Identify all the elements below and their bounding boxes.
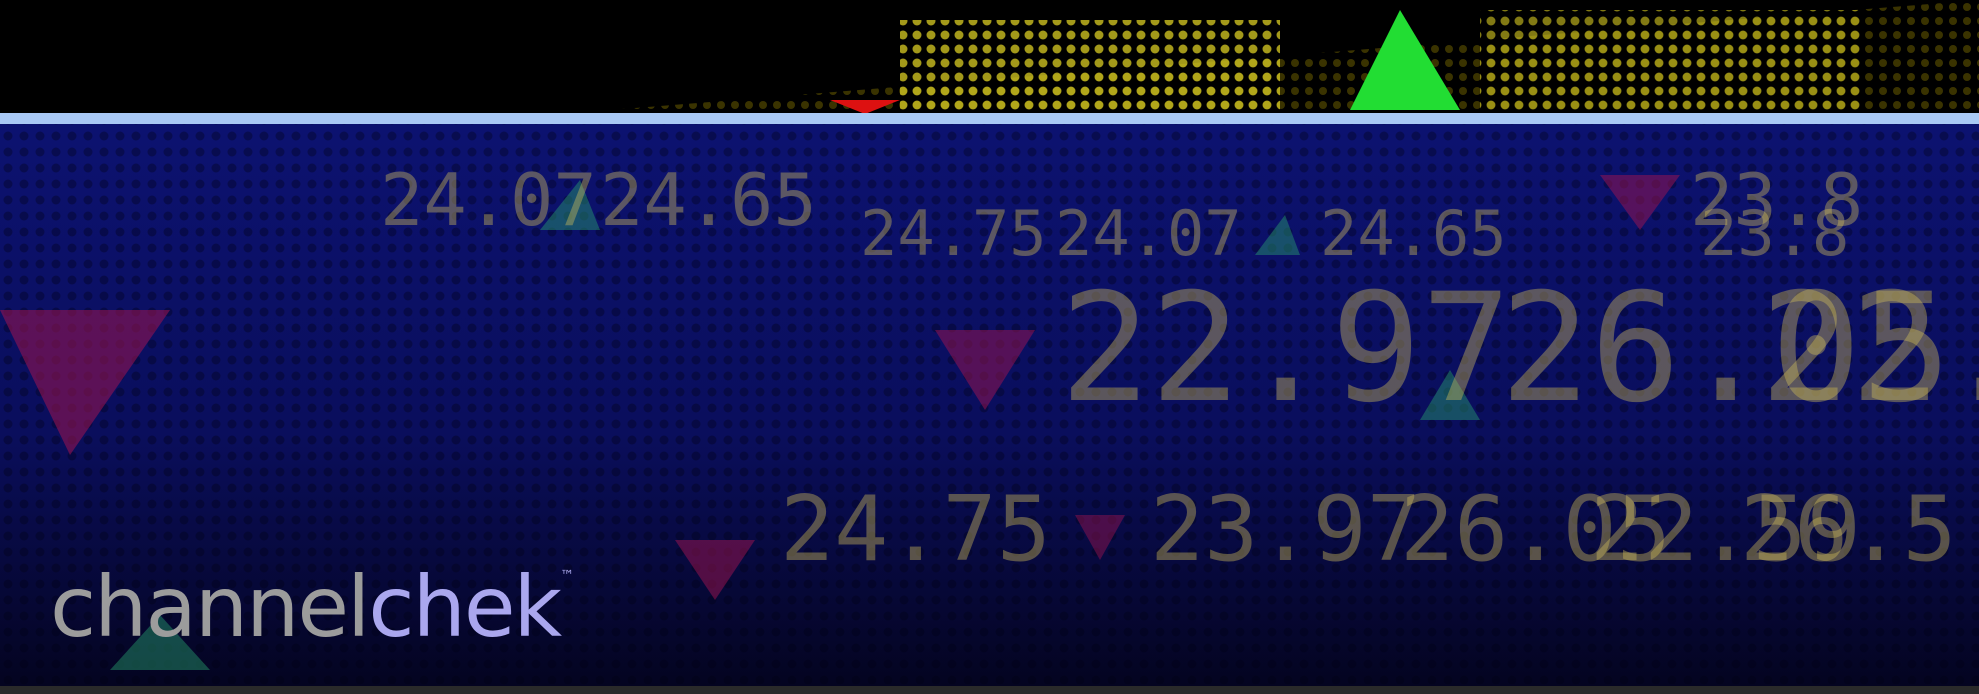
led-up-arrow [1350,10,1460,110]
led-texture [0,124,1979,686]
ticker-value: 24.65 [600,158,817,242]
logo-part: channel [50,558,368,656]
ticker-value: 24.07 [1055,197,1242,270]
ticker-value: 26.05 [1500,262,1952,436]
logo: channelchek™ [50,558,572,656]
ticker-value: 24.65 [1320,197,1507,270]
ticker-value: 26.5 [1740,477,1957,582]
trademark: ™ [560,568,572,584]
led-down-arrow [830,100,900,114]
ticker-value: 23.8 [1690,158,1863,242]
ticker-value: 24.75 [860,197,1047,270]
down-arrow [1075,515,1125,560]
ticker-value: 23.97 [1150,477,1421,582]
logo-part: chek [368,558,562,656]
bottom-bar [0,686,1979,694]
down-arrow [935,330,1035,410]
ticker-value: 26.05 [1400,477,1671,582]
ticker-value: 22.59 [1590,477,1861,582]
divider [0,113,1979,124]
ticker: 24.07 24.65 23.824.75 24.07 24.65 23.822.9726… [380,158,1979,582]
up-arrow [540,180,600,230]
led-digits [900,20,1280,110]
up-arrow [110,615,210,670]
down-arrow [0,310,170,455]
down-arrow [1600,175,1680,230]
up-arrow [1420,370,1480,420]
ticker-value: 24.75 [780,477,1051,582]
ticker-value: 23.8 [1700,197,1849,270]
ticker-value: 22.59 [1760,262,1979,436]
down-arrow [675,540,755,600]
ticker-value: 22.97 [1060,262,1512,436]
up-arrow [1255,215,1300,255]
led-digits [1480,10,1860,110]
ticker-value: 24.07 [380,158,597,242]
